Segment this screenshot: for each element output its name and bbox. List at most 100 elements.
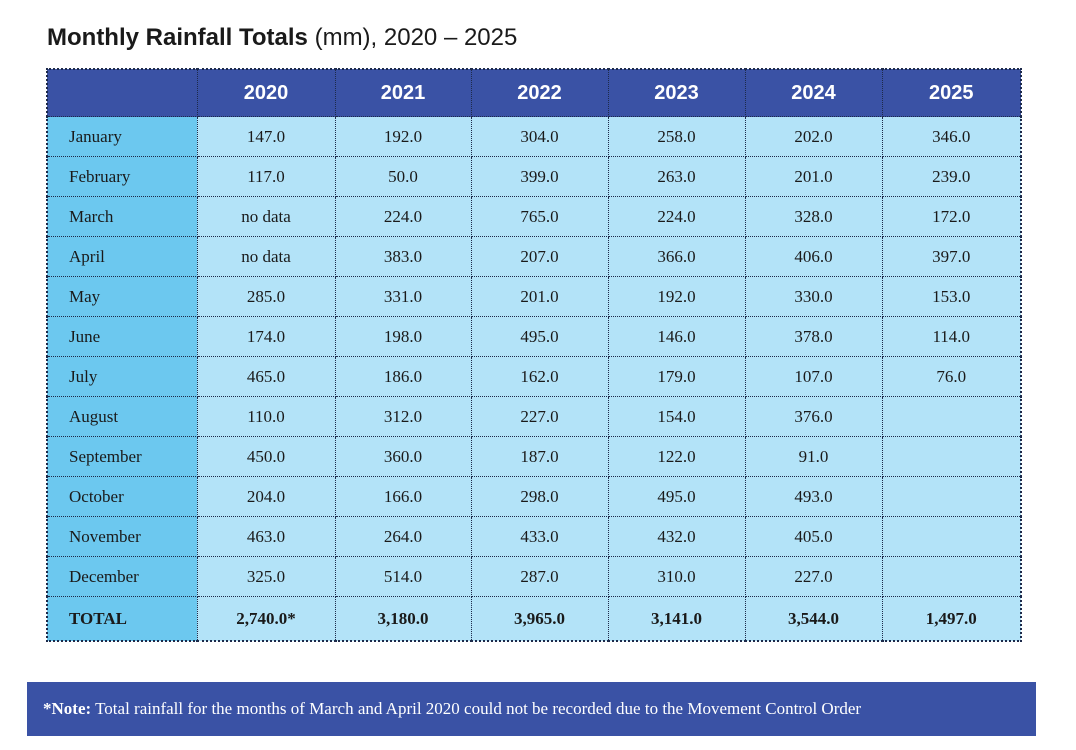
- value-cell: 366.0: [607, 236, 746, 277]
- table-row: November 463.0 264.0 433.0 432.0 405.0: [46, 516, 1022, 557]
- value-cell: 397.0: [881, 236, 1022, 277]
- value-cell: 312.0: [334, 396, 472, 437]
- table-row: October 204.0 166.0 298.0 495.0 493.0: [46, 476, 1022, 517]
- table-row: March no data 224.0 765.0 224.0 328.0 172.0: [46, 196, 1022, 237]
- value-cell: 117.0: [196, 156, 336, 197]
- value-cell: 186.0: [334, 356, 472, 397]
- value-cell: 287.0: [470, 556, 609, 597]
- rainfall-table: 2020 2021 2022 2023 2024 2025 January 147.0 192…: [46, 68, 1022, 642]
- value-cell: 174.0: [196, 316, 336, 357]
- total-cell: 1,497.0: [881, 596, 1022, 642]
- value-cell: 298.0: [470, 476, 609, 517]
- value-cell: 285.0: [196, 276, 336, 317]
- total-cell: 3,544.0: [744, 596, 883, 642]
- table-row: July 465.0 186.0 162.0 179.0 107.0 76.0: [46, 356, 1022, 397]
- month-cell: July: [46, 356, 198, 397]
- value-cell: 202.0: [744, 116, 883, 157]
- value-cell: 122.0: [607, 436, 746, 477]
- value-cell: 325.0: [196, 556, 336, 597]
- value-cell: 224.0: [607, 196, 746, 237]
- value-cell: 383.0: [334, 236, 472, 277]
- table-row: January 147.0 192.0 304.0 258.0 202.0 346.0: [46, 116, 1022, 157]
- value-cell: 514.0: [334, 556, 472, 597]
- value-cell: 76.0: [881, 356, 1022, 397]
- column-header: 2025: [881, 68, 1022, 117]
- value-cell: 192.0: [334, 116, 472, 157]
- value-cell: 378.0: [744, 316, 883, 357]
- month-cell: April: [46, 236, 198, 277]
- month-cell: November: [46, 516, 198, 557]
- value-cell: 405.0: [744, 516, 883, 557]
- month-cell: January: [46, 116, 198, 157]
- month-cell: June: [46, 316, 198, 357]
- table-row: June 174.0 198.0 495.0 146.0 378.0 114.0: [46, 316, 1022, 357]
- column-header: 2023: [607, 68, 746, 117]
- value-cell: 204.0: [196, 476, 336, 517]
- value-cell: 258.0: [607, 116, 746, 157]
- value-cell: 227.0: [744, 556, 883, 597]
- value-cell: 495.0: [607, 476, 746, 517]
- value-cell: 227.0: [470, 396, 609, 437]
- total-cell: 3,141.0: [607, 596, 746, 642]
- value-cell: 331.0: [334, 276, 472, 317]
- title-sub: (mm), 2020 – 2025: [314, 24, 518, 51]
- value-cell: 146.0: [607, 316, 746, 357]
- total-label: TOTAL: [46, 596, 198, 642]
- month-cell: February: [46, 156, 198, 197]
- month-cell: May: [46, 276, 198, 317]
- value-cell: 376.0: [744, 396, 883, 437]
- value-cell: [881, 516, 1022, 557]
- footnote: *Note: Total rainfall for the months of …: [27, 682, 1036, 736]
- table-row: December 325.0 514.0 287.0 310.0 227.0: [46, 556, 1022, 597]
- value-cell: 172.0: [881, 196, 1022, 237]
- month-cell: August: [46, 396, 198, 437]
- note-label: *Note:: [43, 699, 92, 718]
- value-cell: 192.0: [607, 276, 746, 317]
- value-cell: 107.0: [744, 356, 883, 397]
- table-row: February 117.0 50.0 399.0 263.0 201.0 239.0: [46, 156, 1022, 197]
- value-cell: 110.0: [196, 396, 336, 437]
- value-cell: 187.0: [470, 436, 609, 477]
- table-title: Monthly Rainfall Totals (mm), 2020 – 202…: [47, 24, 517, 52]
- value-cell: 239.0: [881, 156, 1022, 197]
- total-cell: 3,180.0: [334, 596, 472, 642]
- header-row: 2020 2021 2022 2023 2024 2025: [46, 68, 1022, 117]
- value-cell: 310.0: [607, 556, 746, 597]
- month-cell: March: [46, 196, 198, 237]
- value-cell: no data: [196, 236, 336, 277]
- value-cell: 493.0: [744, 476, 883, 517]
- value-cell: 399.0: [470, 156, 609, 197]
- value-cell: no data: [196, 196, 336, 237]
- month-cell: October: [46, 476, 198, 517]
- value-cell: 463.0: [196, 516, 336, 557]
- column-header: 2021: [334, 68, 472, 117]
- table-row: August 110.0 312.0 227.0 154.0 376.0: [46, 396, 1022, 437]
- value-cell: 433.0: [470, 516, 609, 557]
- value-cell: 495.0: [470, 316, 609, 357]
- value-cell: 114.0: [881, 316, 1022, 357]
- value-cell: 330.0: [744, 276, 883, 317]
- total-row: TOTAL 2,740.0* 3,180.0 3,965.0 3,141.0 3,544.…: [46, 596, 1022, 642]
- value-cell: 263.0: [607, 156, 746, 197]
- column-header: 2024: [744, 68, 883, 117]
- value-cell: [881, 476, 1022, 517]
- value-cell: 465.0: [196, 356, 336, 397]
- corner-cell: [46, 68, 198, 117]
- value-cell: 346.0: [881, 116, 1022, 157]
- month-cell: December: [46, 556, 198, 597]
- value-cell: [881, 436, 1022, 477]
- column-header: 2022: [470, 68, 609, 117]
- value-cell: 50.0: [334, 156, 472, 197]
- value-cell: 91.0: [744, 436, 883, 477]
- table-row: April no data 383.0 207.0 366.0 406.0 397.0: [46, 236, 1022, 277]
- value-cell: 360.0: [334, 436, 472, 477]
- value-cell: 179.0: [607, 356, 746, 397]
- value-cell: 147.0: [196, 116, 336, 157]
- table-body: January 147.0 192.0 304.0 258.0 202.0 346.0 Feb…: [46, 116, 1022, 642]
- value-cell: 304.0: [470, 116, 609, 157]
- value-cell: 207.0: [470, 236, 609, 277]
- value-cell: 406.0: [744, 236, 883, 277]
- total-cell: 3,965.0: [470, 596, 609, 642]
- value-cell: 201.0: [470, 276, 609, 317]
